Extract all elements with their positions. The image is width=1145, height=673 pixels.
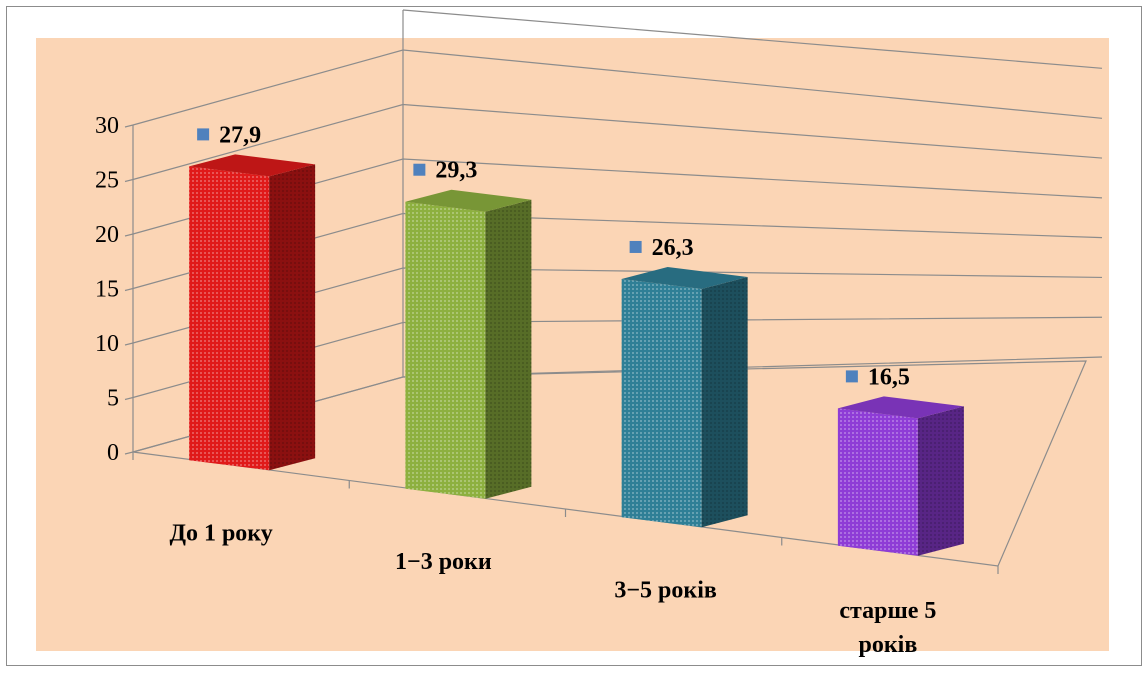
y-axis-ticks: 0 5 10 15 20 25 30	[95, 113, 134, 466]
bars	[189, 154, 964, 556]
data-label-marker	[629, 240, 642, 253]
y-tick-mark-20	[124, 233, 134, 237]
x-tick-label: старше 5	[839, 598, 936, 624]
bar-top	[837, 396, 964, 419]
bar-side-texture	[485, 199, 532, 499]
gridline-30	[132, 49, 1103, 126]
y-tick-mark-25	[124, 178, 134, 183]
data-label: 27,9	[219, 122, 261, 148]
y-tick-mark-30	[124, 124, 134, 128]
y-tick-mark-5	[124, 396, 134, 401]
bar	[621, 266, 748, 528]
bar	[837, 396, 964, 556]
back-wall-top	[402, 9, 1103, 69]
data-label: 26,3	[652, 235, 694, 261]
data-labels: 27,9 29,3 26,3 16,5	[197, 122, 910, 390]
y-tick-mark-10	[124, 342, 134, 346]
x-tick-label: років	[858, 632, 917, 658]
bar-side-texture	[701, 276, 748, 528]
y-tick-mark-15	[124, 287, 134, 292]
bar-front-texture	[621, 278, 702, 528]
y-tick-label: 10	[95, 331, 119, 357]
data-label-marker	[845, 370, 858, 383]
bar-side-texture	[269, 164, 316, 471]
x-tick-label: До 1 року	[169, 520, 272, 546]
x-tick-label: 1−3 роки	[395, 549, 492, 575]
data-label-marker	[413, 163, 426, 176]
y-tick-label: 15	[95, 277, 119, 303]
bar	[405, 189, 532, 499]
bar-side-texture	[917, 406, 964, 556]
gridline-25	[132, 103, 1103, 181]
bar-front-texture	[189, 166, 270, 471]
x-axis-labels: До 1 року 1−3 роки 3−5 років старше 5 років	[132, 452, 999, 658]
bar-top	[405, 189, 532, 212]
y-tick-mark-0	[124, 451, 134, 455]
bar-front-texture	[405, 201, 486, 499]
x-tick-label: 3−5 років	[614, 577, 717, 603]
y-tick-label: 25	[95, 168, 119, 194]
data-label-marker	[197, 128, 210, 141]
y-tick-label: 30	[95, 113, 119, 139]
data-label: 16,5	[868, 364, 910, 390]
y-tick-label: 0	[107, 440, 119, 466]
y-tick-label: 20	[95, 222, 119, 248]
bar	[189, 154, 316, 471]
bar-top	[189, 154, 316, 177]
data-label: 29,3	[435, 158, 477, 184]
bar-top	[621, 266, 748, 289]
y-tick-label: 5	[107, 386, 119, 412]
bar-front-texture	[837, 408, 918, 556]
